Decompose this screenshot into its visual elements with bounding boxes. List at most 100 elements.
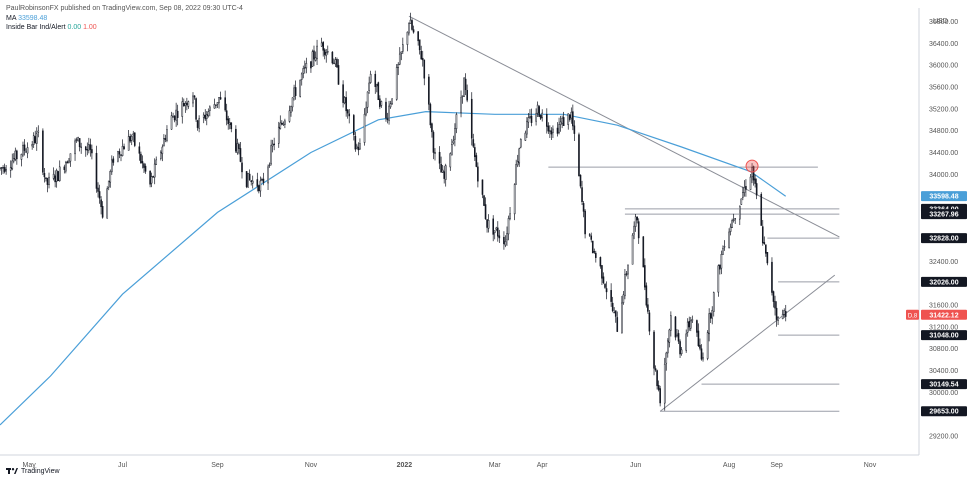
candle-body <box>267 166 269 184</box>
candle-body <box>506 233 508 241</box>
price-badge <box>921 209 967 220</box>
candle-body <box>584 210 586 235</box>
candle-body <box>738 205 741 220</box>
candle-body <box>209 106 211 111</box>
candle-body <box>216 102 219 105</box>
candle-body <box>408 23 410 34</box>
candle-body <box>380 101 383 106</box>
horizontal-levels <box>548 166 840 412</box>
ma-legend[interactable]: MA 33598.48 <box>6 14 243 24</box>
candle-body <box>5 169 7 172</box>
candle-body <box>633 225 635 235</box>
candle-body <box>549 130 551 132</box>
candle-body <box>679 341 681 355</box>
candle-body <box>717 265 720 293</box>
candle-body <box>637 221 640 239</box>
candle-body <box>634 216 637 227</box>
candle-body <box>172 116 174 118</box>
candle-body <box>614 310 617 317</box>
candle-body <box>155 159 158 165</box>
candle-body <box>691 319 694 322</box>
candle-body <box>595 252 597 258</box>
candle-body <box>541 112 544 118</box>
candle-body <box>359 143 361 150</box>
candle-body <box>708 313 710 335</box>
price-badge <box>921 233 967 244</box>
candle-body <box>320 42 323 47</box>
time-axis[interactable]: May Jul Sep Nov 2022 Mar Apr Jun Aug Sep Nov <box>22 462 876 469</box>
candle-body <box>516 161 519 166</box>
candle-body <box>239 148 242 162</box>
candle-body <box>461 95 464 97</box>
candle-body <box>463 77 465 97</box>
candle-body <box>599 257 602 267</box>
candle-body <box>418 39 421 51</box>
candle-body <box>449 153 452 168</box>
candle-body <box>524 132 527 141</box>
candle-body <box>622 294 625 304</box>
candle-body <box>389 103 392 108</box>
candle-body <box>123 146 125 150</box>
x-tick-label: Apr <box>537 462 549 469</box>
candle-body <box>492 218 494 235</box>
y-tick-label: 34800.00 <box>929 128 958 135</box>
candle-body <box>37 130 40 133</box>
candle-body <box>484 204 487 220</box>
candle-body <box>742 192 744 198</box>
candle-body <box>152 176 154 178</box>
candle-body <box>353 115 355 135</box>
candle-body <box>732 219 735 221</box>
candle-body <box>412 29 415 33</box>
candle-body <box>84 146 87 151</box>
candle-body <box>772 291 775 302</box>
candle-body <box>636 216 638 221</box>
candle-body <box>375 83 378 87</box>
candle-body <box>647 304 649 312</box>
candle-body <box>88 144 90 151</box>
candle-body <box>552 128 554 133</box>
candle-body <box>397 63 400 68</box>
candle-body <box>45 177 47 179</box>
candle-body <box>745 186 747 190</box>
candle-body <box>611 302 614 312</box>
candle-body <box>150 176 153 184</box>
candle-body <box>57 171 60 182</box>
candle-body <box>723 246 726 248</box>
candle-body <box>153 163 156 178</box>
candle-body <box>202 114 205 118</box>
candle-body <box>117 151 119 162</box>
candle-body <box>624 274 626 297</box>
candle-body <box>761 226 764 244</box>
candle-body <box>304 67 306 69</box>
candle-body <box>218 96 220 103</box>
candle-body <box>241 162 243 173</box>
candle-body <box>290 106 292 113</box>
candle-body <box>69 153 72 162</box>
candle-body <box>696 320 698 333</box>
candle-body <box>107 180 110 188</box>
candle-body <box>133 132 136 146</box>
candle-body <box>256 179 259 187</box>
candle-body <box>411 20 413 30</box>
candle-body <box>176 110 179 118</box>
candle-body <box>379 98 381 108</box>
price-badge-label: 31422.12 <box>929 312 958 319</box>
candle-body <box>605 288 608 293</box>
candle-body <box>236 143 239 154</box>
candle-body <box>129 136 131 142</box>
trendline <box>408 15 840 238</box>
candle-body <box>440 163 442 173</box>
candle-body <box>0 167 1 170</box>
candle-body <box>195 98 197 120</box>
candle-body <box>722 248 724 255</box>
candle-body <box>755 183 758 196</box>
candle-body <box>247 172 249 188</box>
candle-body <box>677 333 680 342</box>
x-tick-label: Nov <box>864 462 877 469</box>
candle-body <box>333 62 335 65</box>
candle-body <box>316 45 318 60</box>
candle-body <box>680 349 683 355</box>
inside-bar-legend[interactable]: Inside Bar Ind/Alert 0.00 1.00 <box>6 23 243 33</box>
